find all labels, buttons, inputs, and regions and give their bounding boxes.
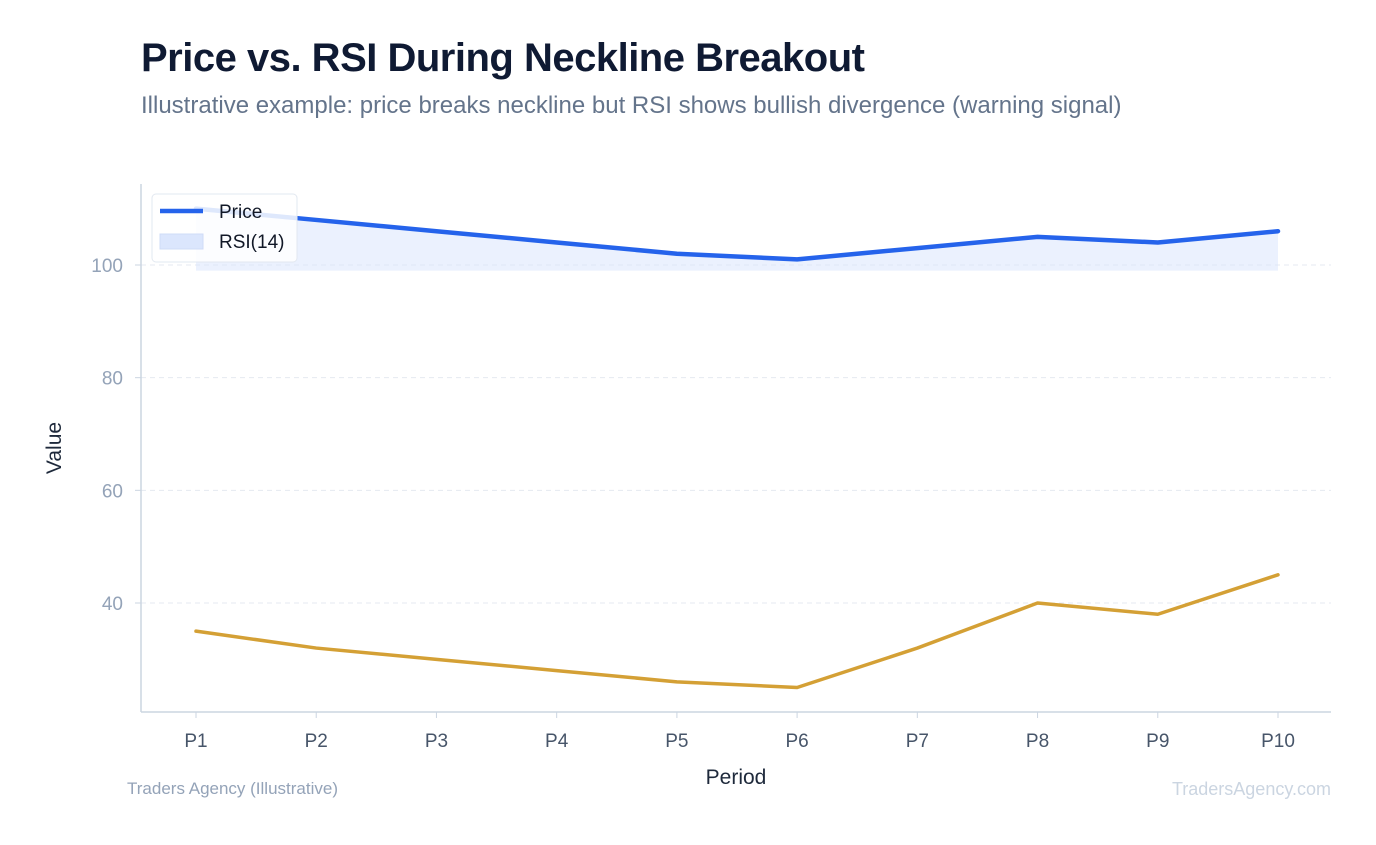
x-axis-title: Period	[706, 766, 767, 789]
footer-source: Traders Agency (Illustrative)	[127, 779, 338, 798]
xtick-label-P5: P5	[665, 731, 688, 752]
axes	[135, 184, 1331, 718]
xtick-label-P6: P6	[785, 731, 808, 752]
chart-subtitle: Illustrative example: price breaks neckl…	[141, 92, 1122, 119]
chart-title: Price vs. RSI During Neckline Breakout	[141, 36, 865, 80]
series-line-rsi	[194, 573, 1280, 690]
xtick-label-P4: P4	[545, 731, 569, 752]
legend-label-price: Price	[219, 202, 262, 223]
legend-label-rsi: RSI(14)	[219, 232, 284, 253]
xtick-label-P1: P1	[184, 731, 207, 752]
tick-labels: 40 60 80 100 P1 P2 P3 P4 P5 P6 P7 P8 P9 P10	[91, 256, 1295, 752]
footer-watermark: TradersAgency.com	[1171, 779, 1331, 799]
price-band-area	[196, 208, 1278, 271]
ytick-label-100: 100	[91, 256, 123, 277]
legend: Price RSI(14)	[151, 193, 298, 263]
xtick-label-P2: P2	[305, 731, 328, 752]
grid-lines	[141, 264, 1331, 604]
ytick-label-40: 40	[102, 594, 123, 615]
xtick-label-P7: P7	[906, 731, 929, 752]
xtick-label-P10: P10	[1261, 731, 1295, 752]
ytick-label-60: 60	[102, 481, 123, 502]
xtick-label-P9: P9	[1146, 731, 1169, 752]
y-axis-title: Value	[43, 422, 66, 474]
xtick-label-P8: P8	[1026, 731, 1049, 752]
ytick-label-80: 80	[102, 369, 123, 390]
series-lines	[193, 206, 1281, 690]
price-band	[196, 208, 1278, 271]
legend-swatch-rsi	[159, 233, 204, 250]
series-line-price	[193, 206, 1281, 262]
xtick-label-P3: P3	[425, 731, 448, 752]
